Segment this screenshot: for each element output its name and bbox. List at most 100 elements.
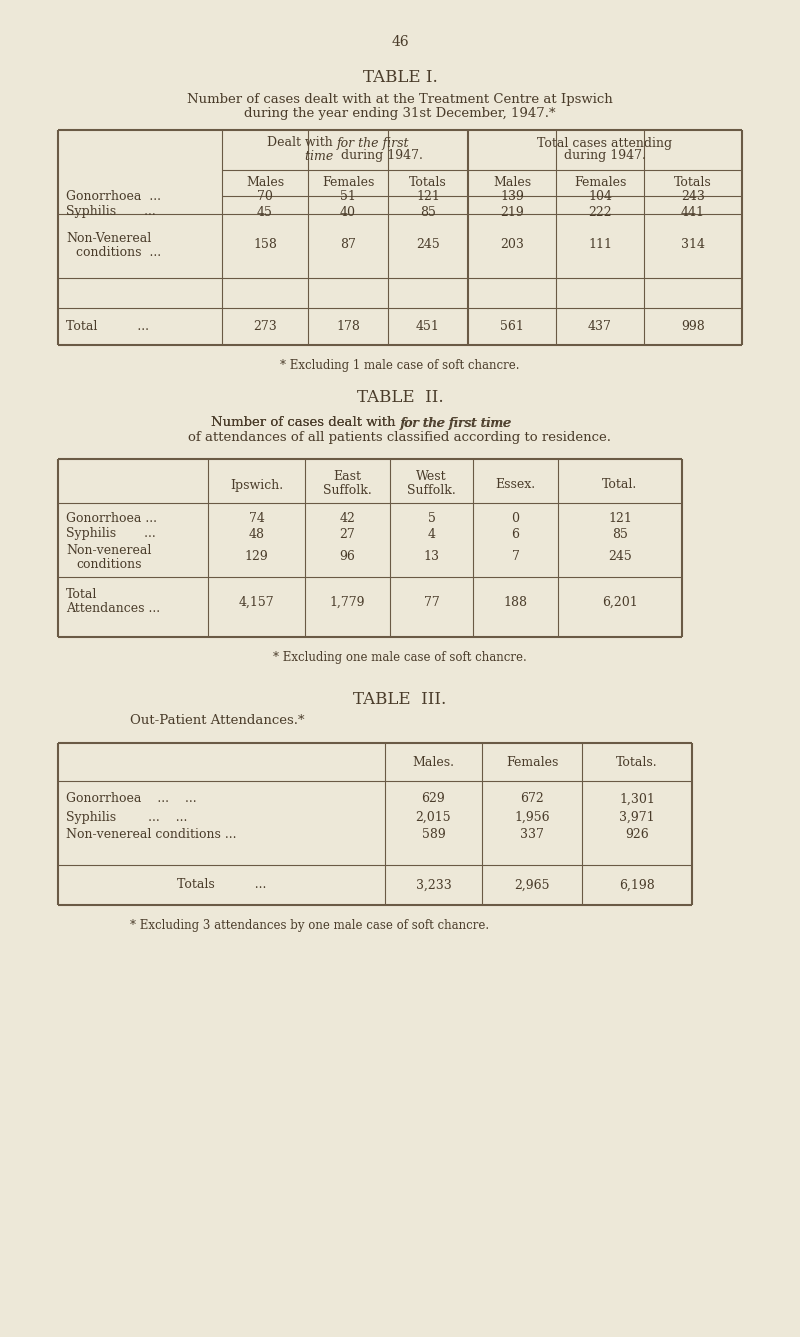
Text: during 1947.: during 1947. (564, 150, 646, 163)
Text: 13: 13 (423, 551, 439, 563)
Text: Total cases attending: Total cases attending (538, 136, 673, 150)
Text: * Excluding 3 attendances by one male case of soft chancre.: * Excluding 3 attendances by one male ca… (130, 919, 489, 932)
Text: Males.: Males. (413, 757, 454, 770)
Text: Total          ...: Total ... (66, 320, 149, 333)
Text: Females: Females (574, 176, 626, 190)
Text: 1,779: 1,779 (330, 595, 366, 608)
Text: 188: 188 (503, 595, 527, 608)
Text: 6,201: 6,201 (602, 595, 638, 608)
Text: 998: 998 (681, 320, 705, 333)
Text: Totals: Totals (674, 176, 712, 190)
Text: Syphilis        ...    ...: Syphilis ... ... (66, 810, 187, 824)
Text: Non-Venereal: Non-Venereal (66, 231, 151, 245)
Text: Number of cases dealt with: Number of cases dealt with (211, 417, 400, 429)
Text: 4,157: 4,157 (238, 595, 274, 608)
Text: 672: 672 (520, 793, 544, 805)
Text: Number of cases dealt with: Number of cases dealt with (211, 417, 400, 429)
Text: 245: 245 (416, 238, 440, 251)
Text: during the year ending 31st December, 1947.*: during the year ending 31st December, 19… (244, 107, 556, 120)
Text: 111: 111 (588, 238, 612, 251)
Text: 926: 926 (625, 829, 649, 841)
Text: Totals.: Totals. (616, 757, 658, 770)
Text: Dealt with: Dealt with (267, 136, 337, 150)
Text: Total.: Total. (602, 479, 638, 492)
Text: 2,965: 2,965 (514, 878, 550, 892)
Text: 48: 48 (249, 528, 265, 540)
Text: 273: 273 (253, 320, 277, 333)
Text: 70: 70 (257, 190, 273, 203)
Text: Suffolk.: Suffolk. (323, 484, 372, 496)
Text: 451: 451 (416, 320, 440, 333)
Text: 6: 6 (511, 528, 519, 540)
Text: 0: 0 (511, 512, 519, 525)
Text: 40: 40 (340, 206, 356, 218)
Text: 3,233: 3,233 (416, 878, 451, 892)
Text: 6,198: 6,198 (619, 878, 655, 892)
Text: 561: 561 (500, 320, 524, 333)
Text: Syphilis       ...: Syphilis ... (66, 528, 156, 540)
Text: 1,301: 1,301 (619, 793, 655, 805)
Text: 158: 158 (253, 238, 277, 251)
Text: 121: 121 (608, 512, 632, 525)
Text: 4: 4 (427, 528, 435, 540)
Text: * Excluding 1 male case of soft chancre.: * Excluding 1 male case of soft chancre. (280, 358, 520, 372)
Text: * Excluding one male case of soft chancre.: * Excluding one male case of soft chancr… (273, 651, 527, 663)
Text: West: West (416, 471, 447, 484)
Text: 203: 203 (500, 238, 524, 251)
Text: conditions: conditions (76, 558, 142, 571)
Text: 74: 74 (249, 512, 265, 525)
Text: 219: 219 (500, 206, 524, 218)
Text: Number of cases dealt with at the Treatment Centre at Ipswich: Number of cases dealt with at the Treatm… (187, 94, 613, 107)
Text: Males: Males (246, 176, 284, 190)
Text: TABLE I.: TABLE I. (362, 70, 438, 87)
Text: for the first time: for the first time (400, 417, 511, 429)
Text: 104: 104 (588, 190, 612, 203)
Text: East: East (334, 471, 362, 484)
Text: 77: 77 (424, 595, 439, 608)
Text: for the first time: for the first time (401, 417, 513, 429)
Text: 51: 51 (340, 190, 356, 203)
Text: Gonorrhoea ...: Gonorrhoea ... (66, 512, 157, 525)
Text: 85: 85 (420, 206, 436, 218)
Text: Totals: Totals (409, 176, 447, 190)
Text: during 1947.: during 1947. (337, 150, 423, 163)
Text: 629: 629 (422, 793, 446, 805)
Text: 85: 85 (612, 528, 628, 540)
Text: conditions  ...: conditions ... (76, 246, 161, 258)
Text: 42: 42 (339, 512, 355, 525)
Text: 222: 222 (588, 206, 612, 218)
Text: for the first: for the first (337, 136, 410, 150)
Text: 314: 314 (681, 238, 705, 251)
Text: TABLE  II.: TABLE II. (357, 389, 443, 405)
Text: 27: 27 (340, 528, 355, 540)
Text: 245: 245 (608, 551, 632, 563)
Text: 1,956: 1,956 (514, 810, 550, 824)
Text: Females: Females (322, 176, 374, 190)
Text: Attendances ...: Attendances ... (66, 603, 160, 615)
Text: Ipswich.: Ipswich. (230, 479, 283, 492)
Text: Total: Total (66, 588, 98, 602)
Text: Males: Males (493, 176, 531, 190)
Text: 45: 45 (257, 206, 273, 218)
Text: 437: 437 (588, 320, 612, 333)
Text: Suffolk.: Suffolk. (407, 484, 456, 496)
Text: Non-venereal conditions ...: Non-venereal conditions ... (66, 829, 237, 841)
Text: Essex.: Essex. (495, 479, 535, 492)
Text: 121: 121 (416, 190, 440, 203)
Text: 7: 7 (511, 551, 519, 563)
Text: 129: 129 (245, 551, 268, 563)
Text: 2,015: 2,015 (416, 810, 451, 824)
Text: Females: Females (506, 757, 558, 770)
Text: 441: 441 (681, 206, 705, 218)
Text: of attendances of all patients classified according to residence.: of attendances of all patients classifie… (189, 431, 611, 444)
Text: Totals          ...: Totals ... (177, 878, 266, 892)
Text: 87: 87 (340, 238, 356, 251)
Text: Non-venereal: Non-venereal (66, 544, 151, 556)
Text: 337: 337 (520, 829, 544, 841)
Text: 46: 46 (391, 35, 409, 49)
Text: TABLE  III.: TABLE III. (354, 690, 446, 707)
Text: 3,971: 3,971 (619, 810, 655, 824)
Text: 178: 178 (336, 320, 360, 333)
Text: 96: 96 (339, 551, 355, 563)
Text: Gonorrhoea    ...    ...: Gonorrhoea ... ... (66, 793, 197, 805)
